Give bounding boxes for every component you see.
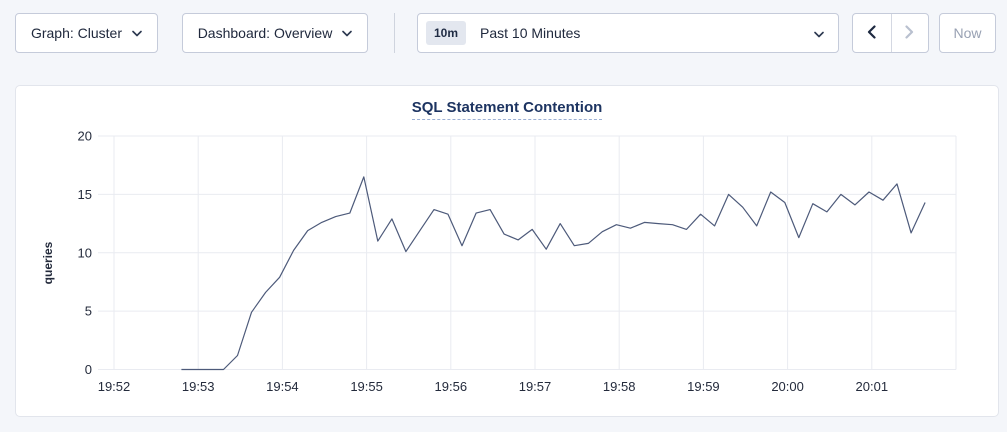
y-tick-label: 0 (85, 362, 92, 377)
chart-title-wrap: SQL Statement Contention (16, 99, 998, 120)
chevron-down-icon (814, 25, 824, 41)
x-tick-label: 19:59 (687, 379, 720, 394)
toolbar-divider (394, 13, 395, 53)
dashboard-dropdown[interactable]: Dashboard: Overview (182, 13, 368, 53)
chevron-down-icon (342, 30, 353, 37)
time-forward-button[interactable] (890, 14, 929, 52)
x-tick-label: 19:58 (603, 379, 636, 394)
x-tick-label: 20:00 (771, 379, 804, 394)
graph-dropdown[interactable]: Graph: Cluster (15, 13, 158, 53)
chart-title[interactable]: SQL Statement Contention (411, 99, 603, 120)
x-tick-label: 19:57 (519, 379, 552, 394)
toolbar: Graph: Cluster Dashboard: Overview 10m P… (0, 0, 1007, 68)
x-tick-label: 19:54 (266, 379, 299, 394)
chevron-left-icon (867, 24, 876, 42)
time-range-badge: 10m (426, 21, 467, 45)
time-range-label: Past 10 Minutes (480, 25, 581, 41)
dashboard-dropdown-label: Dashboard: Overview (197, 25, 333, 41)
time-backward-button[interactable] (853, 14, 891, 52)
x-tick-label: 19:52 (98, 379, 131, 394)
y-tick-label: 5 (85, 304, 92, 319)
y-tick-label: 20 (78, 129, 92, 144)
graph-dropdown-label: Graph: Cluster (30, 25, 123, 41)
now-button[interactable]: Now (939, 13, 996, 53)
y-tick-label: 10 (78, 245, 92, 260)
time-range-dropdown[interactable]: 10m Past 10 Minutes (417, 13, 839, 53)
x-tick-label: 19:56 (435, 379, 468, 394)
x-tick-label: 19:53 (182, 379, 215, 394)
x-tick-label: 20:01 (856, 379, 889, 394)
data-series-line (181, 176, 926, 371)
chart-card: SQL Statement Contention queries 0 5 10 15 2… (15, 85, 999, 417)
x-tick-label: 19:55 (350, 379, 383, 394)
chevron-down-icon (132, 30, 142, 37)
line-chart[interactable]: 0 5 10 15 20 19:52 19:53 19:54 19:55 19:56 19:57 19… (16, 86, 1000, 418)
y-tick-label: 15 (78, 187, 92, 202)
time-nav-group (852, 13, 929, 53)
chevron-right-icon (905, 24, 914, 42)
